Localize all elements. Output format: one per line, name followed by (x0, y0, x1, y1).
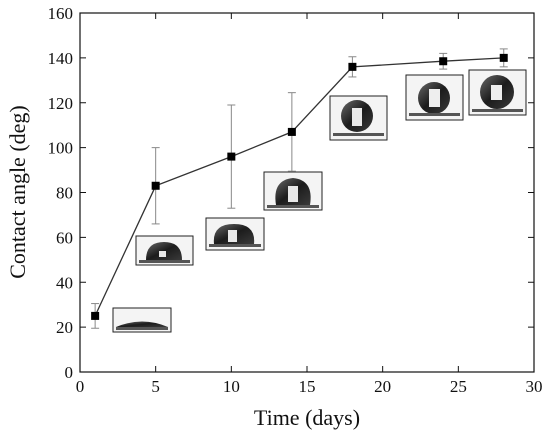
x-tick-label: 20 (374, 377, 391, 396)
x-axis-title: Time (days) (254, 405, 360, 430)
data-point-marker (287, 127, 296, 136)
data-point-marker (499, 53, 508, 62)
x-tick-label: 30 (526, 377, 543, 396)
y-axis-ticks: 0 20 40 60 80 100 120 140 160 (48, 4, 534, 382)
y-tick-label: 160 (48, 4, 74, 23)
x-tick-label: 0 (76, 377, 85, 396)
droplet-inset-day-14 (263, 171, 323, 211)
y-tick-label: 0 (65, 363, 74, 382)
data-point-marker (348, 62, 357, 71)
y-tick-label: 60 (56, 228, 73, 247)
x-tick-label: 5 (151, 377, 160, 396)
x-tick-label: 10 (223, 377, 240, 396)
y-tick-label: 120 (48, 94, 74, 113)
data-markers (91, 53, 508, 320)
y-tick-label: 20 (56, 318, 73, 337)
droplet-inset-day-24 (405, 74, 464, 121)
data-point-marker (439, 57, 448, 66)
y-tick-label: 100 (48, 139, 74, 158)
x-tick-label: 15 (299, 377, 316, 396)
droplet-inset-day-5 (135, 235, 194, 266)
x-axis-ticks: 0 5 10 15 20 25 30 (76, 13, 543, 396)
droplet-insets (112, 69, 527, 333)
y-axis-title: Contact angle (deg) (5, 105, 30, 279)
data-point-marker (91, 311, 100, 320)
droplet-inset-day-10 (205, 217, 265, 251)
data-point-marker (151, 181, 160, 190)
droplet-inset-day-1 (112, 307, 172, 333)
data-point-marker (227, 152, 236, 161)
droplet-inset-day-28 (468, 69, 527, 116)
x-tick-label: 25 (450, 377, 467, 396)
droplet-inset-day-18 (329, 95, 388, 141)
y-tick-label: 140 (48, 49, 74, 68)
y-tick-label: 40 (56, 273, 73, 292)
y-tick-label: 80 (56, 184, 73, 203)
